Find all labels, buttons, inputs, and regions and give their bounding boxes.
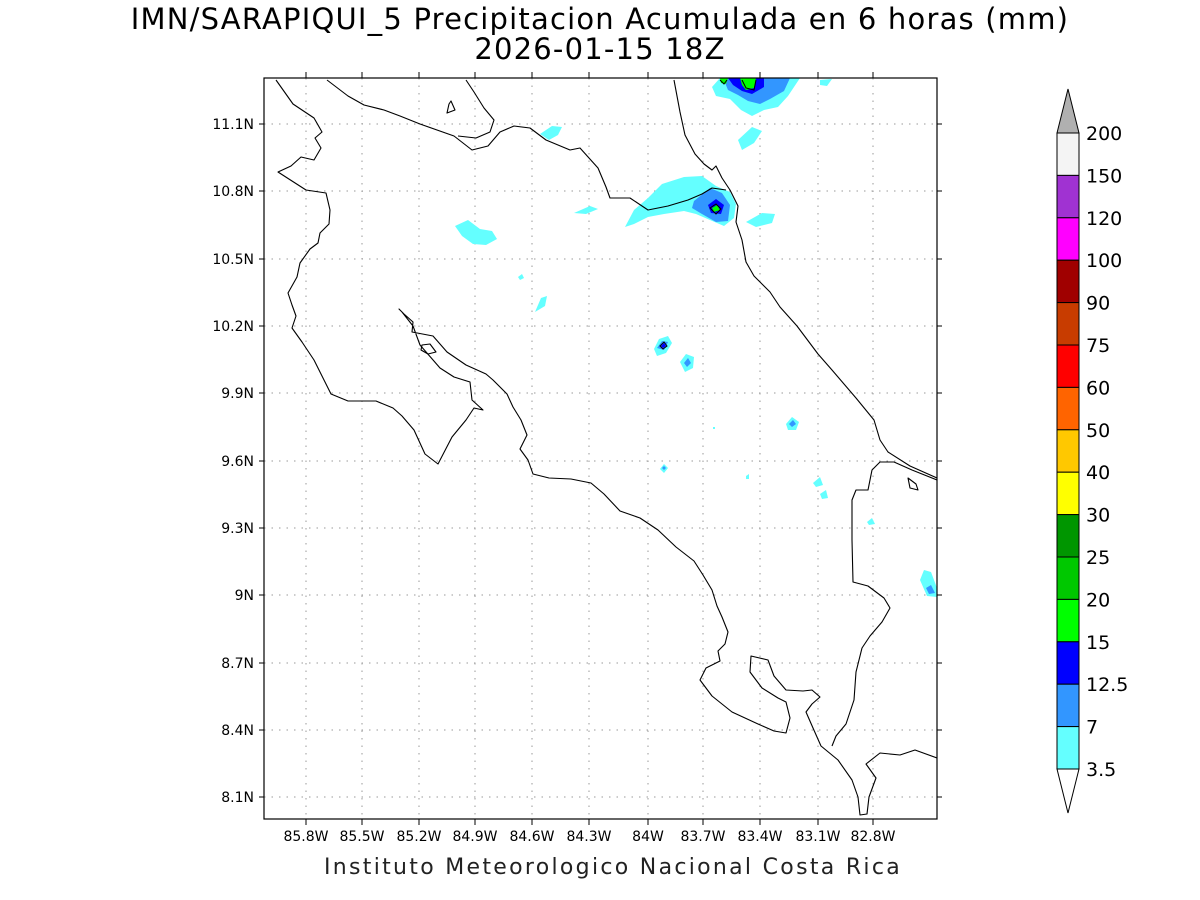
legend-level-label: 90 xyxy=(1086,293,1110,315)
lon-label: 84.9W xyxy=(452,829,497,845)
contour-101 xyxy=(659,341,668,350)
lat-label: 9.6N xyxy=(221,454,254,470)
precip-cell-97-blue xyxy=(789,420,796,427)
precip-area-108-west xyxy=(574,206,598,214)
legend-color-box xyxy=(1056,386,1080,431)
credit-institute: Instituto Meteorologico Nacional Costa R… xyxy=(323,855,903,880)
legend-color-box xyxy=(1056,302,1080,346)
legend-color-box xyxy=(1056,174,1080,219)
lon-label: 83.7W xyxy=(680,829,725,845)
lon-label: 84.6W xyxy=(509,829,554,845)
precip-contours xyxy=(659,79,757,350)
coastline-caribbean xyxy=(673,79,937,479)
lat-label: 10.8N xyxy=(212,184,254,200)
legend-arrow-top xyxy=(1056,88,1080,134)
legend-color-box xyxy=(1056,598,1080,643)
border-nicaragua-north-top xyxy=(457,79,495,139)
precip-area-north-green xyxy=(740,78,756,90)
contour-108 xyxy=(709,203,722,215)
lat-label: 10.5N xyxy=(212,252,254,268)
precip-cell-93 xyxy=(867,518,875,525)
lat-label: 11.1N xyxy=(212,117,254,133)
coastlines-and-borders xyxy=(275,79,937,816)
legend-color-box xyxy=(1056,683,1080,728)
legend-color-box xyxy=(1056,556,1080,600)
coastline-nicaragua-pacific xyxy=(275,79,937,816)
legend-level-label: 15 xyxy=(1086,632,1110,654)
legend-level-label: 12.5 xyxy=(1086,674,1128,696)
legend-level-label: 120 xyxy=(1086,208,1122,230)
legend-arrow-bottom xyxy=(1056,768,1080,814)
legend-level-label: 75 xyxy=(1086,335,1110,357)
precip-cell-95-a xyxy=(813,477,823,487)
precip-cell-90-blue xyxy=(926,585,935,594)
axis-ticks xyxy=(259,72,942,825)
longitude-labels: 85.8W 85.5W 85.2W 84.9W 84.6W 84.3W 84W 83.7W 83… xyxy=(283,829,895,845)
latitude-labels: 11.1N 10.8N 10.5N 10.2N 9.9N 9.6N 9.3N 9N 8.7N 8.… xyxy=(212,117,254,806)
map-frame xyxy=(263,77,938,820)
precip-cell-101-darkblue xyxy=(661,343,666,348)
map-gridlines xyxy=(264,78,937,819)
legend-color-box xyxy=(1056,132,1080,176)
lat-label: 8.7N xyxy=(221,656,254,672)
precip-area-1044 xyxy=(518,274,524,280)
precipitation-legend: 200 150 120 100 90 75 60 50 40 30 25 20 15 12.5 7 3.5 xyxy=(1056,88,1128,814)
lon-label: 82.8W xyxy=(850,829,895,845)
lon-label: 83.1W xyxy=(795,829,840,845)
legend-color-box xyxy=(1056,259,1080,304)
lat-label: 8.1N xyxy=(221,790,254,806)
lat-label: 9.9N xyxy=(221,386,254,402)
legend-level-label: 7 xyxy=(1086,717,1098,739)
legend-level-label: 20 xyxy=(1086,589,1110,611)
legend-level-label: 3.5 xyxy=(1086,759,1116,781)
precip-cell-95-b xyxy=(820,490,828,499)
legend-level-label: 100 xyxy=(1086,250,1122,272)
legend-color-box xyxy=(1056,726,1080,770)
legend-level-label: 150 xyxy=(1086,165,1122,187)
legend-level-label: 25 xyxy=(1086,547,1110,569)
legend-level-label: 30 xyxy=(1086,505,1110,527)
lat-label: 8.4N xyxy=(221,723,254,739)
lon-label: 84.3W xyxy=(566,829,611,845)
precip-area-106-west xyxy=(455,220,497,245)
precip-area-1086-84-6 xyxy=(540,126,562,140)
precip-area-108-east xyxy=(746,213,775,227)
lon-label: 85.8W xyxy=(283,829,328,845)
precip-area-nne-small xyxy=(820,79,832,86)
lat-label: 9N xyxy=(235,588,254,604)
contour-north xyxy=(741,79,757,91)
lat-label: 10.2N xyxy=(212,319,254,335)
precip-area-1026 xyxy=(535,296,547,312)
precip-cell-100-blue xyxy=(684,358,691,367)
precip-area-108-green xyxy=(712,205,720,212)
border-nicaragua-north xyxy=(326,79,727,211)
lon-label: 84W xyxy=(632,829,664,845)
legend-color-box xyxy=(1056,471,1080,516)
lon-label: 85.2W xyxy=(396,829,441,845)
border-panama-east xyxy=(831,461,937,747)
legend-color-box xyxy=(1056,514,1080,558)
border-fragment-east xyxy=(907,477,919,491)
legend-color-box xyxy=(1056,429,1080,473)
legend-level-label: 50 xyxy=(1086,420,1110,442)
legend-level-label: 200 xyxy=(1086,123,1122,145)
precip-cell-955-east xyxy=(746,474,749,479)
legend-color-box xyxy=(1056,344,1080,388)
map-title: IMN/SARAPIQUI_5 Precipitacion Acumulada … xyxy=(130,2,1070,36)
legend-color-box xyxy=(1056,641,1080,685)
precip-cell-956-blue xyxy=(662,466,666,470)
precip-area-north-small xyxy=(738,127,762,150)
precip-cell-97-dot xyxy=(713,427,715,429)
lat-label: 9.3N xyxy=(221,521,254,537)
legend-color-box xyxy=(1056,217,1080,261)
lon-label: 85.5W xyxy=(339,829,384,845)
lon-label: 83.4W xyxy=(737,829,782,845)
legend-level-label: 60 xyxy=(1086,377,1110,399)
legend-level-label: 40 xyxy=(1086,462,1110,484)
lake-island-small xyxy=(446,100,456,114)
contour-north2 xyxy=(719,79,728,85)
gulf-nicoya-island xyxy=(420,343,437,355)
map-subtitle-datetime: 2026-01-15 18Z xyxy=(474,32,726,66)
